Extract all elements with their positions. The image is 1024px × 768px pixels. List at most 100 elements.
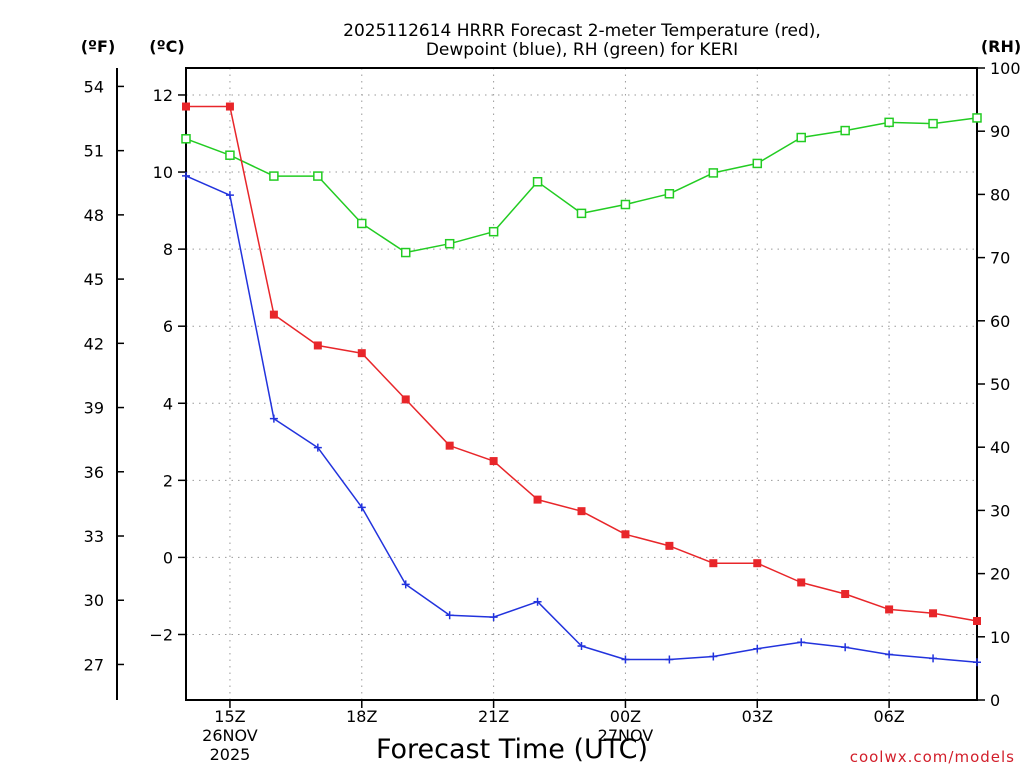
- temperature-point: [665, 541, 674, 550]
- temperature-line: [186, 105, 978, 622]
- rh-tick-label: 20: [990, 565, 1010, 584]
- chart-title-line-2: Dewpoint (blue), RH (green) for KERI: [426, 40, 738, 60]
- chart-title-line-1: 2025112614 HRRR Forecast 2-meter Tempera…: [343, 21, 821, 41]
- dewpoint-point: [885, 650, 894, 659]
- temperature-point: [929, 609, 938, 618]
- celsius-tick-label: 8: [163, 240, 173, 259]
- dewpoint-point: [445, 611, 454, 620]
- rh-tick-label: 40: [990, 438, 1010, 457]
- celsius-tick-label: 10: [153, 163, 173, 182]
- rh-tick-label: 30: [990, 501, 1010, 520]
- dewpoint-point: [182, 171, 190, 180]
- dewpoint-point: [357, 503, 366, 512]
- temperature-point: [357, 349, 366, 358]
- rh-point: [400, 247, 411, 258]
- dewpoint-point: [841, 643, 850, 652]
- rh-point: [225, 150, 235, 160]
- temperature-point: [225, 102, 234, 111]
- dewpoint-point: [665, 655, 674, 664]
- fahrenheit-tick-label: 36: [84, 463, 104, 482]
- dewpoint-point: [269, 414, 278, 423]
- celsius-tick-label: 2: [163, 471, 173, 490]
- rh-point: [972, 113, 982, 123]
- rh-point: [181, 134, 191, 144]
- temperature-point: [269, 310, 278, 319]
- celsius-tick-label: −2: [149, 625, 173, 644]
- time-tick-label: 06Z: [873, 707, 904, 726]
- fahrenheit-tick-label: 39: [84, 399, 104, 418]
- rh-point: [269, 171, 279, 181]
- plot-frame: [185, 67, 978, 701]
- dewpoint-point: [489, 613, 498, 622]
- rh-point: [576, 208, 587, 219]
- rh-point: [928, 118, 938, 129]
- temperature-point: [797, 578, 806, 587]
- rh-point: [357, 218, 367, 229]
- fahrenheit-tick-label: 33: [84, 527, 104, 546]
- time-tick-label: 21Z: [478, 707, 509, 726]
- temperature-point: [709, 559, 718, 568]
- rh-point: [840, 125, 850, 136]
- celsius-tick-label: 6: [163, 317, 173, 336]
- temperature-point: [577, 507, 586, 516]
- rh-tick-label: 50: [990, 375, 1010, 394]
- fahrenheit-tick-label: 27: [84, 655, 104, 674]
- temperature-point: [753, 559, 762, 568]
- dewpoint-line: [185, 175, 978, 663]
- temperature-point: [445, 441, 454, 450]
- rh-tick-label: 90: [990, 122, 1010, 141]
- time-tick-label: 27NOV: [598, 726, 654, 745]
- rh-point: [488, 226, 499, 237]
- celsius-axis-ticks: 12 10 8 6 4 2 0 −2: [149, 86, 186, 644]
- dewpoint-point: [929, 654, 938, 663]
- dewpoint-point: [225, 191, 234, 200]
- temperature-point: [313, 341, 322, 350]
- x-axis-title: Forecast Time (UTC): [376, 734, 648, 765]
- time-tick-label: 26NOV: [202, 726, 258, 745]
- rh-tick-label: 60: [990, 312, 1010, 331]
- temperature-point: [182, 102, 190, 111]
- temperature-point: [621, 530, 630, 539]
- time-tick-label: 03Z: [742, 707, 773, 726]
- celsius-tick-label: 0: [163, 548, 173, 567]
- dewpoint-point: [401, 580, 410, 589]
- temperature-series: [182, 102, 981, 625]
- time-tick-label: 18Z: [346, 707, 377, 726]
- fahrenheit-axis-ticks: 54 51 48 45 42 39 36 33 30 27: [84, 77, 124, 674]
- fahrenheit-tick-label: 51: [84, 142, 104, 161]
- fahrenheit-tick-label: 30: [84, 591, 104, 610]
- rh-point: [532, 177, 543, 187]
- fahrenheit-tick-label: 54: [84, 77, 104, 96]
- temperature-point: [841, 590, 850, 599]
- rh-point: [313, 171, 323, 181]
- dewpoint-point: [753, 644, 762, 653]
- time-tick-label: 15Z: [214, 707, 245, 726]
- rh-point: [664, 189, 675, 199]
- dewpoint-point: [973, 658, 981, 667]
- dewpoint-point: [313, 443, 322, 452]
- rh-tick-label: 70: [990, 249, 1010, 268]
- rh-unit-label: (RH): [981, 37, 1021, 56]
- dewpoint-point: [797, 638, 806, 647]
- dewpoint-point: [621, 655, 630, 664]
- fahrenheit-tick-label: 48: [84, 206, 104, 225]
- fahrenheit-tick-label: 45: [84, 270, 104, 289]
- temperature-point: [533, 495, 542, 504]
- rh-point: [884, 117, 894, 128]
- rh-tick-label: 10: [990, 628, 1010, 647]
- temperature-point: [489, 457, 498, 466]
- rh-tick-label: 0: [990, 691, 1000, 710]
- fahrenheit-tick-label: 42: [84, 334, 104, 353]
- dewpoint-point: [709, 652, 718, 661]
- rh-tick-label: 80: [990, 185, 1010, 204]
- temperature-point: [973, 617, 981, 625]
- rh-point: [444, 238, 455, 249]
- rh-line: [185, 117, 978, 254]
- dewpoint-point: [533, 597, 542, 606]
- temperature-point: [401, 395, 410, 404]
- temperature-point: [885, 605, 894, 614]
- celsius-tick-label: 4: [163, 394, 173, 413]
